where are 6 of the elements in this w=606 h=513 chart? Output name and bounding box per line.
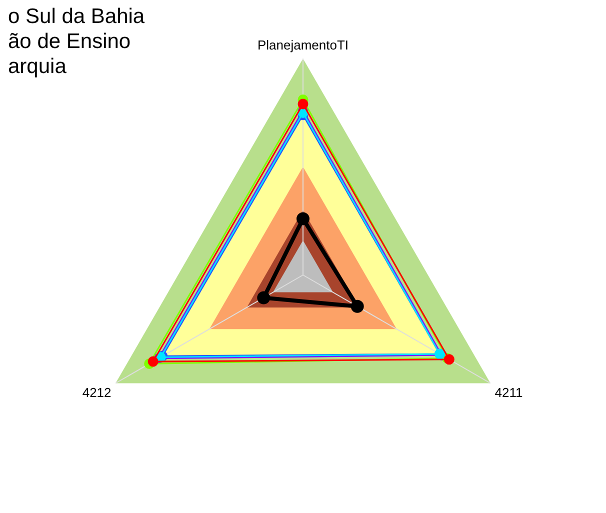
text: arquia [8, 54, 68, 79]
text: o Sul da Bahia [8, 4, 145, 29]
text: ão de Ensino [8, 29, 132, 54]
spoke-label: PlanejamentoTI [257, 37, 349, 52]
spoke-label: 4211 [494, 385, 523, 400]
spoke-label: 4212 [82, 385, 112, 400]
